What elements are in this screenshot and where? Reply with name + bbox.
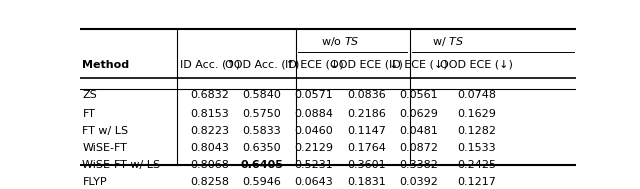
Text: FT: FT: [83, 109, 95, 119]
Text: 0.1533: 0.1533: [458, 143, 496, 153]
Text: 0.0460: 0.0460: [295, 126, 333, 136]
Text: OOD Acc. (↑): OOD Acc. (↑): [225, 60, 300, 70]
Text: 0.1764: 0.1764: [347, 143, 386, 153]
Text: 0.0571: 0.0571: [295, 91, 333, 100]
Text: 0.0392: 0.0392: [399, 177, 438, 187]
Text: 0.2186: 0.2186: [347, 109, 386, 119]
Text: OOD ECE (↓): OOD ECE (↓): [440, 60, 513, 70]
Text: OOD ECE (↓): OOD ECE (↓): [330, 60, 403, 70]
Text: 0.2129: 0.2129: [294, 143, 333, 153]
Text: ID ECE (↓): ID ECE (↓): [285, 60, 344, 70]
Text: 0.5840: 0.5840: [243, 91, 282, 100]
Text: 0.1147: 0.1147: [347, 126, 386, 136]
Text: ZS: ZS: [83, 91, 97, 100]
Text: ID Acc. (↑): ID Acc. (↑): [180, 60, 240, 70]
Text: 0.6405: 0.6405: [241, 160, 284, 170]
Text: 0.0561: 0.0561: [399, 91, 438, 100]
Text: 0.3601: 0.3601: [347, 160, 385, 170]
Text: 0.2425: 0.2425: [458, 160, 496, 170]
Text: ID ECE (↓): ID ECE (↓): [389, 60, 447, 70]
Text: FLYP: FLYP: [83, 177, 107, 187]
Text: 0.5833: 0.5833: [243, 126, 282, 136]
Text: w/ $\mathit{TS}$: w/ $\mathit{TS}$: [431, 35, 463, 48]
Text: 0.5231: 0.5231: [295, 160, 333, 170]
Text: 0.0481: 0.0481: [399, 126, 438, 136]
Text: 0.1217: 0.1217: [458, 177, 496, 187]
Text: 0.6350: 0.6350: [243, 143, 282, 153]
Text: 0.6832: 0.6832: [191, 91, 229, 100]
Text: 0.8223: 0.8223: [191, 126, 230, 136]
Text: WiSE-FT: WiSE-FT: [83, 143, 127, 153]
Text: 0.8258: 0.8258: [191, 177, 230, 187]
Text: WiSE-FT w/ LS: WiSE-FT w/ LS: [83, 160, 161, 170]
Text: 0.8043: 0.8043: [191, 143, 229, 153]
Text: 0.0629: 0.0629: [399, 109, 438, 119]
Text: 0.1831: 0.1831: [347, 177, 385, 187]
Text: 0.8153: 0.8153: [191, 109, 229, 119]
Text: 0.0884: 0.0884: [294, 109, 333, 119]
Text: 0.0836: 0.0836: [347, 91, 385, 100]
Text: w/o $\mathit{TS}$: w/o $\mathit{TS}$: [321, 35, 360, 48]
Text: Method: Method: [83, 60, 130, 70]
Text: 0.3382: 0.3382: [399, 160, 438, 170]
Text: 0.5750: 0.5750: [243, 109, 282, 119]
Text: 0.8068: 0.8068: [191, 160, 229, 170]
Text: 0.1629: 0.1629: [458, 109, 496, 119]
Text: 0.0872: 0.0872: [399, 143, 438, 153]
Text: FT w/ LS: FT w/ LS: [83, 126, 129, 136]
Text: 0.5946: 0.5946: [243, 177, 282, 187]
Text: 0.0643: 0.0643: [295, 177, 333, 187]
Text: 0.0748: 0.0748: [458, 91, 496, 100]
Text: 0.1282: 0.1282: [458, 126, 496, 136]
